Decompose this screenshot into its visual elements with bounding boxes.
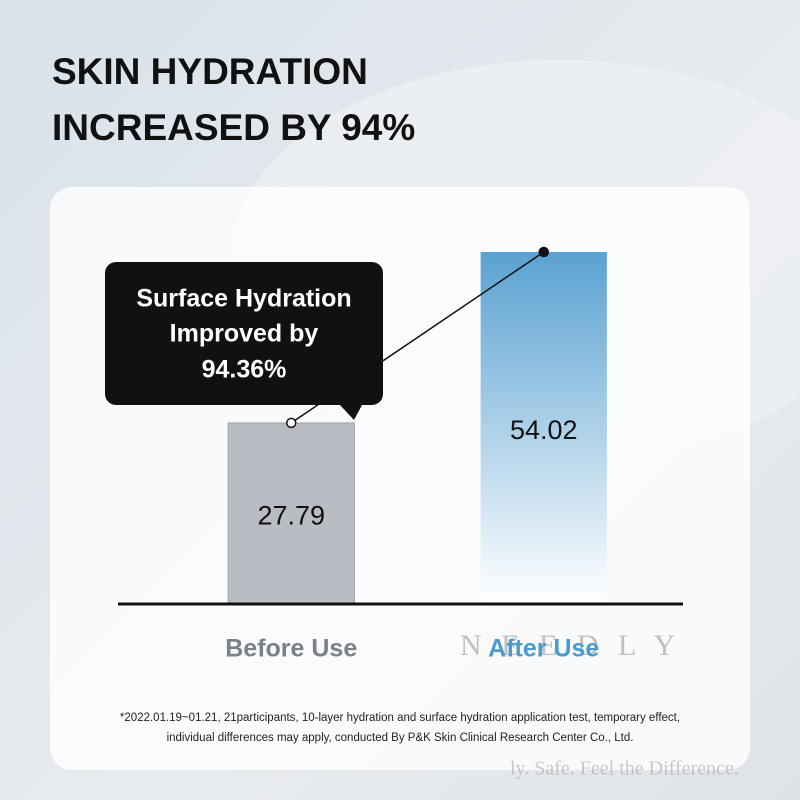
- callout-text: 94.36%: [202, 356, 287, 384]
- trend-dot: [286, 417, 297, 429]
- callout-text: Surface Hydration: [136, 285, 351, 313]
- callout-bubble: [105, 262, 383, 420]
- callout-text: Improved by: [170, 320, 319, 348]
- value-label: 54.02: [510, 415, 578, 445]
- value-label: 27.79: [257, 501, 325, 531]
- bar: [480, 252, 607, 604]
- watermark: N E E D L Y: [460, 629, 681, 662]
- title-line: INCREASED BY 94%: [52, 107, 415, 148]
- watermark: ly. Safe. Feel the Difference.: [510, 758, 739, 780]
- bar: [227, 422, 355, 605]
- plot: 27.79 Before Use 54.02 After Use: [118, 246, 683, 663]
- footnote: individual differences may apply, conduc…: [167, 732, 634, 744]
- footnote: *2022.01.19~01.21, 21participants, 10-la…: [120, 712, 680, 724]
- trend-dot: [538, 246, 549, 258]
- x-tick-label: After Use: [488, 635, 599, 663]
- title-line: SKIN HYDRATION: [52, 51, 368, 92]
- x-tick-label: Before Use: [225, 635, 357, 663]
